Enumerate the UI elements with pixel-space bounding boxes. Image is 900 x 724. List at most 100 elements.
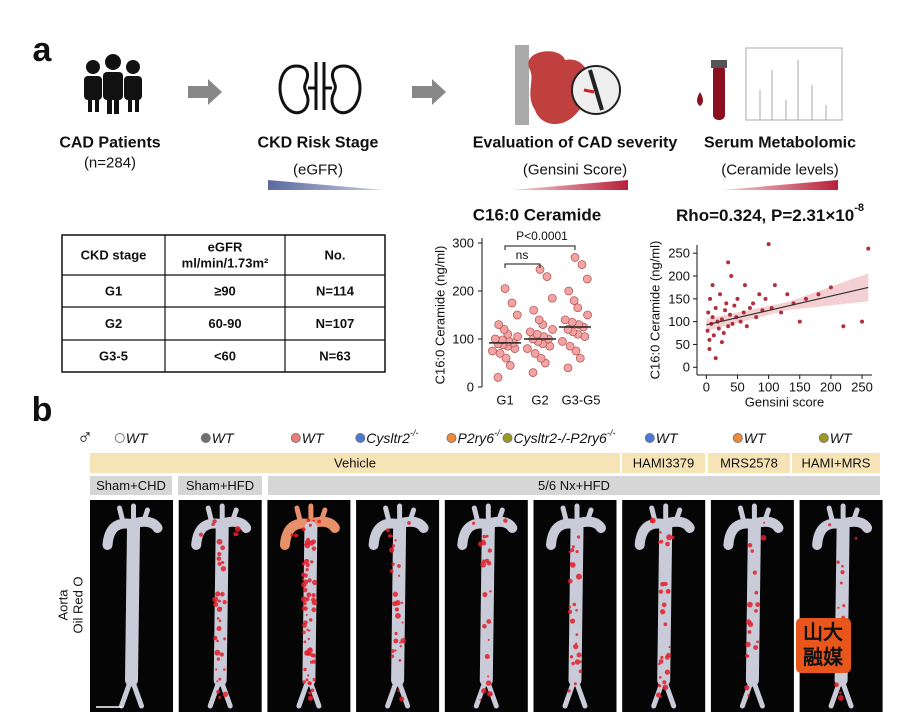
lipid-spot (659, 539, 664, 544)
lipid-spot (219, 652, 224, 657)
treatment-bar (90, 453, 620, 473)
dot (583, 310, 592, 320)
lipid-spot (658, 589, 664, 594)
lipid-spot (754, 590, 759, 595)
lipid-spot (308, 523, 312, 527)
dot (536, 353, 546, 363)
table-header: eGFR (208, 240, 243, 255)
table-border (61, 234, 386, 373)
aorta-image (710, 500, 794, 712)
lipid-spot (570, 548, 575, 553)
lipid-spot (400, 637, 406, 644)
lipid-spot (656, 692, 662, 698)
lipid-spot (216, 606, 223, 612)
aorta (117, 503, 150, 527)
y-tick-label: 50 (676, 337, 690, 352)
lipid-spot (303, 620, 308, 625)
dot (494, 320, 504, 329)
bracket (504, 263, 541, 268)
lipid-spot (482, 534, 486, 539)
lipid-spot (401, 621, 404, 624)
point (726, 324, 731, 329)
lipid-spot (311, 607, 317, 613)
lipid-spot (216, 657, 221, 661)
lipid-spot (573, 644, 579, 650)
aorta-image (90, 500, 173, 712)
aorta (383, 503, 417, 527)
lipid-spot (747, 694, 750, 697)
lipid-spot (503, 518, 508, 523)
lipid-spot (311, 592, 316, 598)
x-tick-label: 0 (703, 380, 710, 395)
confidence-band (706, 273, 869, 331)
treatment-label: Vehicle (334, 456, 376, 471)
dot (534, 315, 544, 325)
lipid-spot (754, 609, 758, 613)
lipid-spot (842, 604, 846, 608)
aorta (125, 521, 140, 687)
lipid-spot (664, 669, 671, 675)
x-axis-label: Gensini score (745, 395, 824, 410)
dot (577, 260, 587, 269)
lipid-spot (307, 651, 312, 656)
lipid-spot (218, 695, 222, 699)
lipid-spot (659, 676, 662, 679)
lipid-spot (317, 519, 322, 524)
lipid-spot (391, 562, 395, 566)
surgery-label: Sham+CHD (96, 478, 166, 493)
treatment-label: MRS2578 (720, 456, 778, 471)
kidney-icon (278, 62, 362, 115)
genotype-label: WT (830, 430, 853, 446)
lipid-spot (575, 573, 582, 580)
aorta (302, 521, 318, 687)
point (741, 310, 746, 315)
genotype-name: Cysltr2-/-P2ry6 (514, 430, 608, 446)
genotype-label: WT (126, 430, 149, 446)
table-header: CKD stage (81, 248, 147, 263)
lipid-spot (302, 680, 306, 684)
lipid-spot (839, 581, 843, 585)
lipid-spot (479, 698, 482, 701)
dot (582, 274, 592, 284)
lipid-spot (389, 569, 394, 573)
dot (529, 305, 539, 315)
dot (500, 284, 510, 293)
point (732, 303, 737, 308)
lipid-spot (222, 691, 229, 698)
surgery-bar (178, 476, 262, 495)
lipid-spot (393, 638, 399, 644)
lipid-spot (571, 661, 575, 666)
point (708, 296, 713, 301)
arrow (188, 79, 446, 105)
genotype-dot (446, 433, 457, 443)
lipid-spot (217, 561, 222, 566)
treatment-label: HAMI+MRS (802, 456, 871, 471)
lipid-spot (301, 562, 306, 566)
point (726, 260, 731, 265)
table-header: ml/min/1.73m² (182, 256, 269, 271)
lipid-spot (755, 602, 761, 608)
lipid-spot (485, 680, 492, 686)
lipid-spot (745, 619, 752, 625)
genotype-name: Cysltr2 (366, 430, 410, 446)
lipid-spot (763, 521, 766, 524)
lipid-spot (387, 534, 392, 538)
lipid-spot (567, 609, 573, 615)
lipid-spot (760, 534, 767, 541)
dot (495, 349, 505, 358)
lipid-spot (399, 696, 405, 702)
lipid-spot (489, 590, 492, 593)
lipid-spot (666, 534, 673, 541)
dot (563, 363, 573, 373)
table-cell: N=114 (316, 284, 355, 299)
lipid-spot (305, 563, 310, 568)
lipid-spot (407, 521, 411, 525)
dot (569, 296, 579, 305)
lipid-spot (308, 540, 315, 546)
lipid-spot (290, 533, 294, 537)
chart-title-text: Rho=0.324, P=2.31×10 (676, 206, 854, 225)
lipid-spot (198, 532, 204, 537)
lipid-spot (398, 659, 402, 662)
point (711, 333, 716, 338)
lipid-spot (567, 578, 573, 584)
